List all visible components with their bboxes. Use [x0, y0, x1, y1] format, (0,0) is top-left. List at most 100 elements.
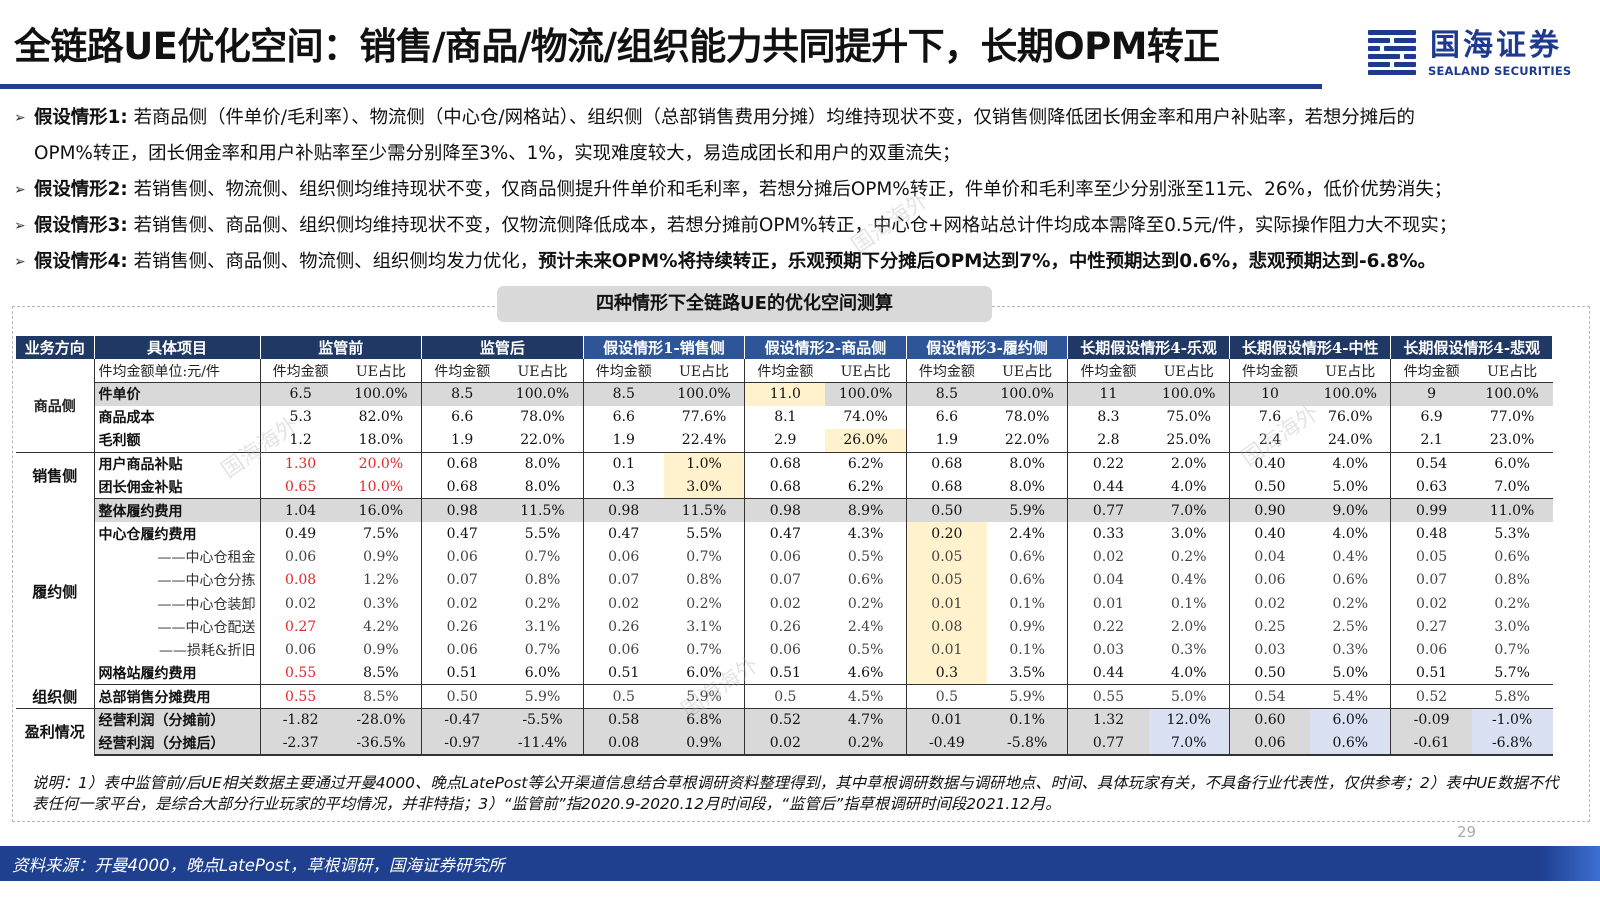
cell-amount: 8.5 [421, 382, 503, 406]
assumption-label: 假设情形2: [34, 179, 128, 200]
assumption-1-continued: OPM%转正，团长佣金率和用户补贴率至少需分别降至3%、1%，实现难度较大，易造… [14, 136, 1590, 172]
assumption-label: 假设情形1: [34, 107, 128, 128]
cell-amount: 6.6 [451, 409, 474, 426]
cell-amount: 1.2 [260, 429, 341, 453]
arrow-icon: ➢ [14, 182, 26, 198]
footer-bar: 资料来源：开曼4000，晚点LatePost，草根调研，国海证券研究所 [0, 846, 1600, 881]
cell-ratio: 100.0% [340, 382, 423, 406]
cell-amount: 0.5 [583, 684, 664, 709]
cell-ratio: 100.0% [1471, 382, 1553, 406]
cell-amount: 6.5 [260, 382, 341, 406]
cell-amount: 0.07 [608, 572, 640, 589]
cell-ratio: 6.2% [825, 475, 907, 500]
assumption-4: ➢ 假设情形4: 若销售侧、商品侧、物流侧、组织侧均发力优化，预计未来OPM%将… [14, 244, 1590, 280]
cell-amount: 0.44 [1067, 475, 1149, 500]
cell-ratio: 5.0% [1310, 475, 1392, 500]
cell-amount: 0.01 [906, 591, 988, 616]
cell-amount: -0.09 [1390, 708, 1472, 732]
scenario-header: 监管前 [260, 336, 423, 360]
row-label: ——中心仓租金 [94, 545, 261, 569]
cell-amount: 0.49 [285, 525, 317, 542]
cell-amount: 0.65 [260, 475, 341, 500]
cell-ratio: 4.6% [825, 661, 907, 686]
table-body: 商品侧 件均金额单位:元/件 件均金额 UE占比 件均金额 UE占比 件均金额 UE占比件… [16, 359, 1553, 756]
cell-amount: 8.3 [1097, 409, 1120, 426]
company-logo: 国海证券 SEALAND SECURITIES [1364, 16, 1590, 84]
cell-ratio: 75.0% [1148, 405, 1230, 430]
cell-amount: 0.68 [906, 475, 988, 500]
cell-amount: 0.08 [906, 615, 988, 639]
logo-chinese-name: 国海证券 [1430, 28, 1562, 63]
cell-ratio: 4.0% [1148, 661, 1230, 686]
page-title: 全链路UE优化空间：销售/商品/物流/组织能力共同提升下，长期OPM转正 [14, 25, 1220, 68]
cell-ratio: 22.4% [663, 429, 746, 453]
cell-ratio: 2.5% [1310, 615, 1392, 639]
cell-amount: 0.52 [744, 708, 826, 732]
cell-amount: 0.06 [1415, 642, 1448, 659]
cell-ratio: 16.0% [340, 498, 423, 523]
cell-amount: 0.3 [583, 475, 664, 500]
cell-ratio: 76.0% [1310, 405, 1392, 430]
sub-header-amount: 件均金额 [1390, 359, 1472, 384]
cell-ratio: 12.0% [1148, 708, 1230, 732]
sealand-logo-icon [1368, 30, 1416, 75]
cell-ratio: 4.2% [340, 615, 423, 639]
row-label: 团长佣金补贴 [94, 475, 261, 500]
col-business-direction: 业务方向 [16, 336, 95, 360]
table-title: 四种情形下全链路UE的优化空间测算 [497, 286, 992, 322]
cell-ratio: 5.7% [1471, 661, 1553, 686]
cell-amount: 0.98 [583, 498, 664, 523]
cell-ratio: 100.0% [1148, 382, 1230, 406]
cell-amount: 0.02 [1415, 595, 1448, 612]
category-sales: 销售侧 [16, 452, 95, 499]
assumption-3: ➢ 假设情形3: 若销售侧、商品侧、组织侧均维持现状不变，仅物流侧降低成本，若想… [14, 208, 1590, 244]
cell-amount: 1.9 [421, 429, 503, 453]
cell-ratio: 5.9% [987, 498, 1069, 523]
cell-ratio: 6.0% [663, 661, 746, 686]
cell-ratio: 26.0% [825, 429, 907, 453]
cell-ratio: 18.0% [340, 429, 423, 453]
row-label: ——中心仓配送 [94, 615, 261, 639]
table-row: 履约侧 整体履约费用 1.04 16.0% 0.98 11.5% 0.98 11.5% 0.98… [16, 498, 1553, 685]
row-label: 整体履约费用 [94, 498, 261, 523]
ue-table: 业务方向 具体项目 监管前 监管后 假设情形1-销售侧 假设情形2-商品侧 假设… [16, 336, 1553, 756]
cell-amount: 0.04 [1254, 549, 1286, 566]
cell-amount: -0.47 [421, 708, 503, 732]
cell-amount: 0.06 [769, 549, 801, 566]
row-label: ——损耗&折旧 [94, 638, 261, 662]
title-underline [0, 84, 1322, 89]
cell-amount: 0.06 [446, 549, 478, 566]
cell-amount: 0.08 [583, 731, 664, 756]
cell-amount: 0.5 [906, 684, 988, 709]
cell-ratio: 10.0% [340, 475, 423, 500]
cell-ratio: 0.3% [340, 591, 423, 616]
cell-amount: 2.9 [744, 429, 826, 453]
cell-ratio: 7.0% [1148, 498, 1230, 523]
cell-ratio: 3.0% [1148, 522, 1230, 546]
cell-amount: -2.37 [260, 731, 341, 756]
sub-header-amount: 件均金额 [1229, 359, 1311, 384]
sub-header-amount: 件均金额 [1067, 359, 1149, 384]
cell-ratio: 3.0% [663, 475, 746, 500]
cell-amount: 0.07 [769, 572, 801, 589]
cell-amount: 0.27 [285, 618, 317, 635]
cell-amount: 0.33 [1092, 525, 1125, 542]
cell-ratio: 0.2% [825, 591, 907, 616]
cell-ratio: 77.6% [663, 405, 746, 430]
cell-ratio: 6.0% [502, 661, 584, 686]
cell-amount: 0.3 [906, 661, 988, 686]
sub-header-ratio: UE占比 [825, 359, 907, 384]
cell-ratio: 0.9% [987, 615, 1069, 639]
row-label: 件单价 [94, 382, 261, 406]
cell-amount: 0.51 [1390, 661, 1472, 686]
row-label: 总部销售分摊费用 [94, 684, 261, 709]
cell-ratio: -5.8% [987, 731, 1069, 756]
cell-amount: 0.40 [1254, 456, 1286, 473]
cell-amount: 0.06 [769, 642, 801, 659]
cell-ratio: 6.0% [1494, 456, 1530, 473]
cell-ratio: 8.5% [340, 684, 423, 709]
cell-ratio: 5.0% [1148, 684, 1230, 709]
row-label: 经营利润（分摊前） [94, 708, 261, 732]
cell-amount: 0.68 [769, 456, 801, 473]
cell-amount: 0.58 [583, 708, 664, 732]
